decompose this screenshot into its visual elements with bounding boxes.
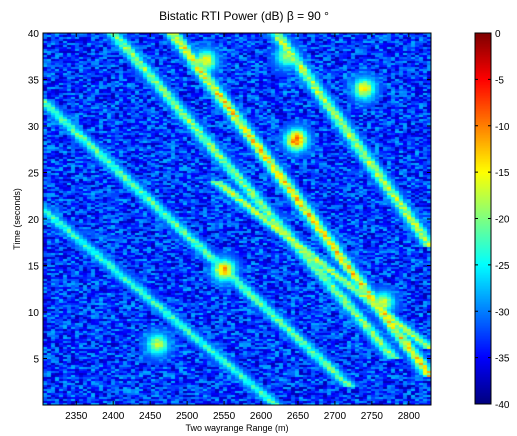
x-axis-label: Two wayrange Range (m) [185, 423, 288, 433]
x-tick-label: 2350 [65, 411, 88, 422]
x-tick-label: 2800 [398, 411, 421, 422]
y-axis: 5 10 15 20 25 30 35 40 [28, 29, 431, 366]
x-tick-label: 2700 [324, 411, 347, 422]
y-tick-label: 20 [28, 215, 40, 226]
colorbar-gradient [475, 33, 491, 404]
chart-title: Bistatic RTI Power (dB) β = 90 ° [159, 9, 329, 23]
x-tick-label: 2450 [139, 411, 162, 422]
y-tick-label: 5 [33, 355, 39, 366]
y-tick-label: 35 [28, 76, 40, 87]
y-tick-label: 10 [28, 308, 40, 319]
colorbar-tick-label: -15 [495, 168, 510, 179]
colorbar-tick-label: 0 [495, 29, 501, 40]
x-axis: 2350 2400 2450 2500 2550 2600 2650 2700 2750 2800 [65, 33, 420, 422]
x-tick-label: 2600 [250, 411, 273, 422]
x-tick-label: 2500 [176, 411, 199, 422]
colorbar-tick-label: -5 [495, 75, 504, 86]
y-tick-label: 15 [28, 262, 40, 273]
colorbar-tick-label: -25 [495, 261, 510, 272]
y-axis-label: Time (seconds) [12, 188, 22, 250]
colorbar-tick-label: -20 [495, 215, 510, 226]
x-tick-label: 2750 [361, 411, 384, 422]
colorbar-tick-label: -10 [495, 122, 510, 133]
plot-area [42, 32, 432, 406]
colorbar: 0 -5 -10 -15 -20 -25 -30 -35 -40 [474, 29, 510, 411]
y-tick-label: 25 [28, 169, 40, 180]
heatmap-image [43, 33, 431, 405]
colorbar-ticks: 0 -5 -10 -15 -20 -25 -30 -35 -40 [475, 29, 510, 411]
colorbar-tick-label: -35 [495, 354, 510, 365]
y-tick-label: 30 [28, 122, 40, 133]
x-tick-label: 2400 [102, 411, 125, 422]
colorbar-tick-label: -30 [495, 307, 510, 318]
x-tick-label: 2550 [213, 411, 236, 422]
y-tick-label: 40 [28, 29, 40, 40]
x-tick-label: 2650 [287, 411, 310, 422]
colorbar-tick-label: -40 [495, 400, 510, 411]
